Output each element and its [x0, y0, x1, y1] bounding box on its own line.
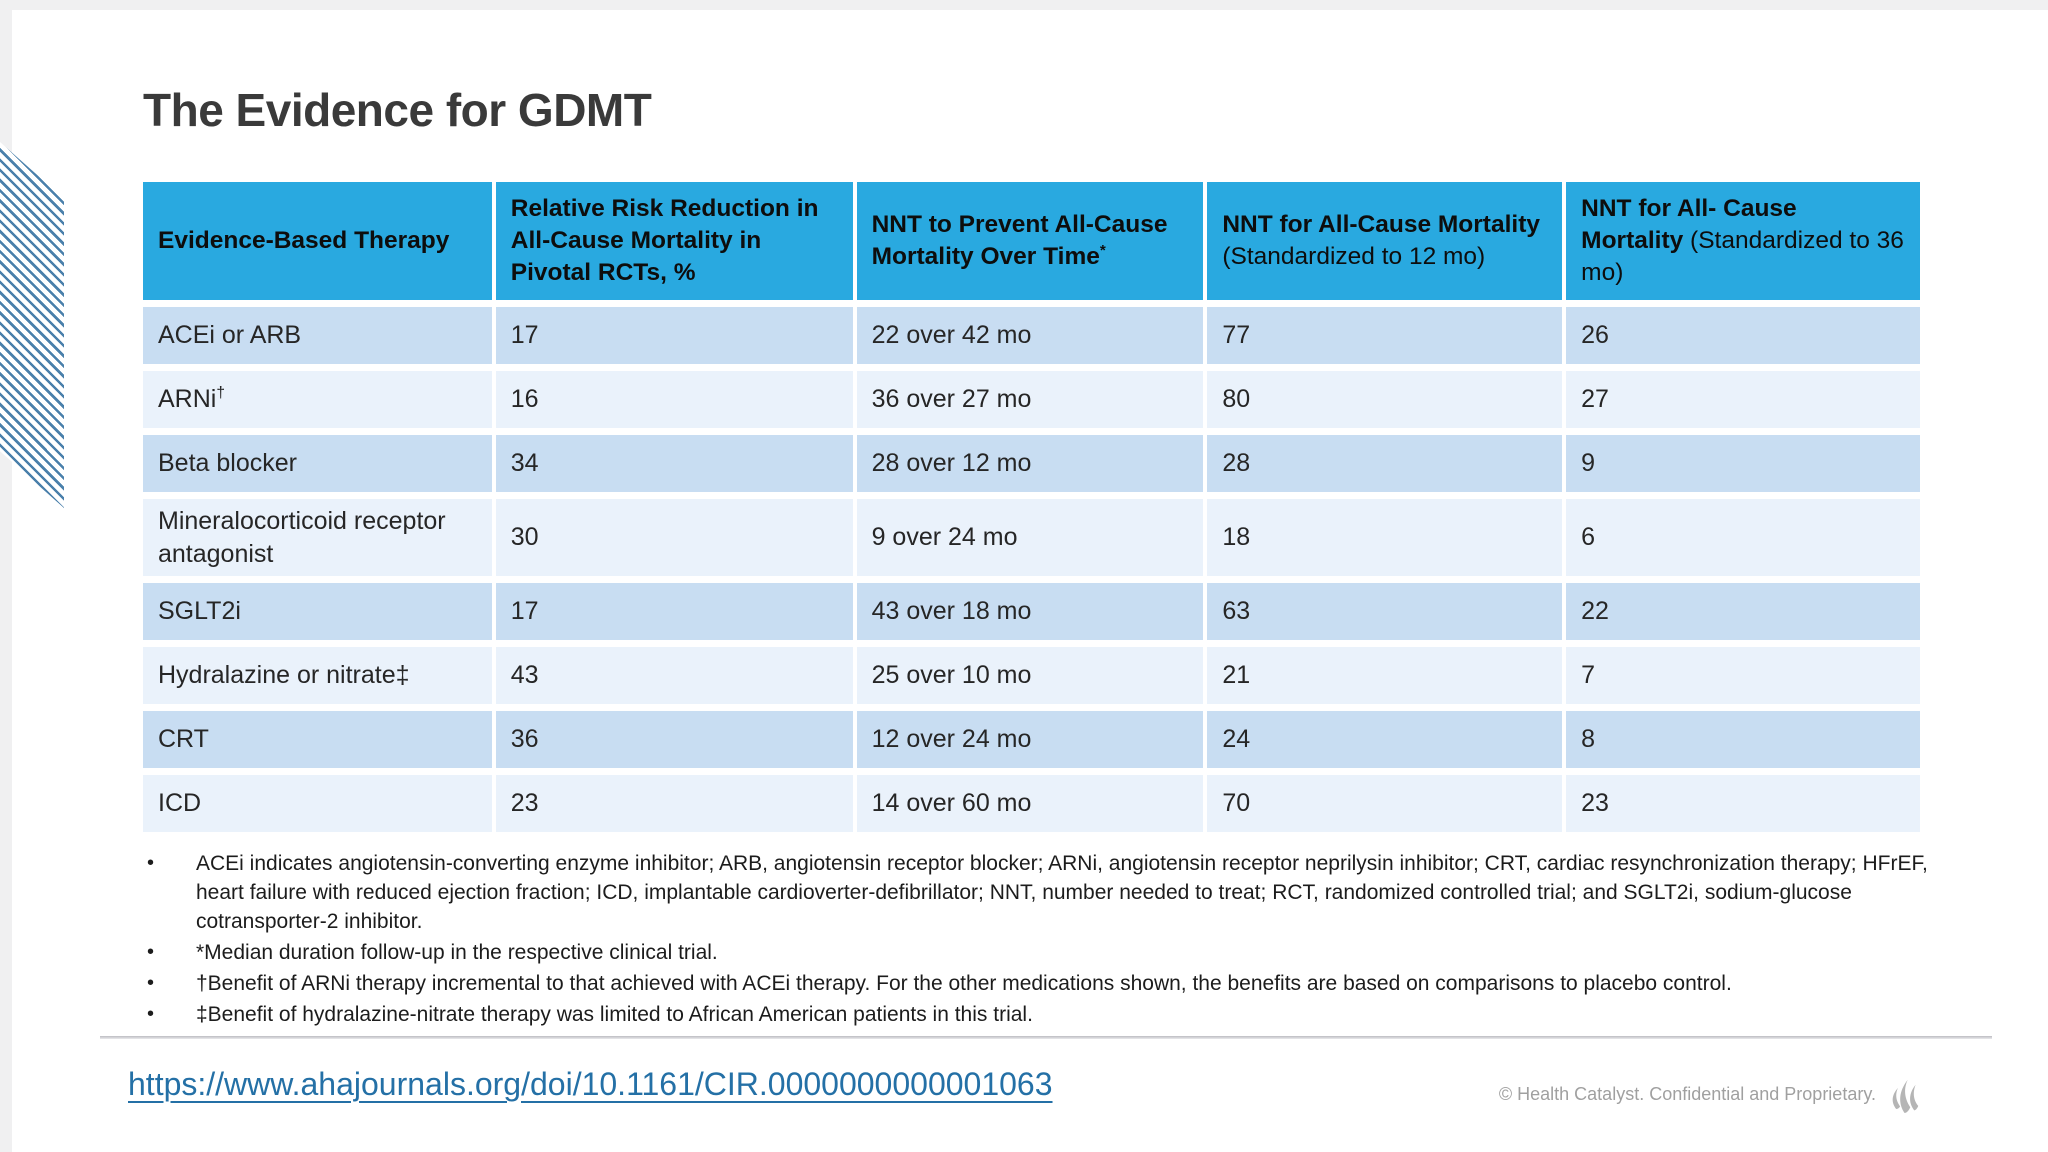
nnt-36mo-cell: 6: [1566, 499, 1920, 576]
nnt-over-time-cell: 43 over 18 mo: [856, 583, 1204, 640]
rrr-cell: 30: [495, 499, 853, 576]
nnt-over-time-cell: 9 over 24 mo: [856, 499, 1204, 576]
therapy-cell: Mineralocorticoid receptor antagonist: [143, 499, 492, 576]
footnote-median-duration: *Median duration follow-up in the respec…: [143, 939, 1943, 968]
rrr-cell: 34: [495, 435, 853, 492]
footnote-list: ACEi indicates angiotensin-converting en…: [143, 850, 1943, 1032]
col-header-rrr: Relative Risk Reduction in All-Cause Mor…: [495, 182, 853, 300]
page-edge-top: [0, 0, 2048, 10]
col-header-nnt-12mo: NNT for All-Cause Mortality (Standardize…: [1207, 182, 1563, 300]
nnt-over-time-cell: 25 over 10 mo: [856, 647, 1204, 704]
col-header-nnt-36mo: NNT for All- Cause Mortality (Standardiz…: [1566, 182, 1920, 300]
table-header-row: Evidence-Based Therapy Relative Risk Red…: [143, 182, 1920, 300]
footnote-hydralazine-benefit: ‡Benefit of hydralazine-nitrate therapy …: [143, 1001, 1943, 1030]
nnt-36mo-cell: 7: [1566, 647, 1920, 704]
nnt-12mo-cell: 77: [1207, 307, 1563, 364]
table-row-acei-arb: ACEi or ARB 17 22 over 42 mo 77 26: [143, 307, 1920, 364]
asterisk-superscript: *: [1099, 241, 1106, 259]
table-row-beta-blocker: Beta blocker 34 28 over 12 mo 28 9: [143, 435, 1920, 492]
therapy-cell: ICD: [143, 775, 492, 832]
table-row-icd: ICD 23 14 over 60 mo 70 23: [143, 775, 1920, 832]
rrr-cell: 43: [495, 647, 853, 704]
gdmt-evidence-table: Evidence-Based Therapy Relative Risk Red…: [139, 175, 1924, 839]
nnt-36mo-cell: 9: [1566, 435, 1920, 492]
rrr-cell: 16: [495, 371, 853, 428]
nnt-36mo-cell: 8: [1566, 711, 1920, 768]
table-row-mra: Mineralocorticoid receptor antagonist 30…: [143, 499, 1920, 576]
footer-branding: © Health Catalyst. Confidential and Prop…: [1499, 1072, 1920, 1116]
nnt-12mo-cell: 70: [1207, 775, 1563, 832]
nnt-over-time-cell: 12 over 24 mo: [856, 711, 1204, 768]
therapy-cell: CRT: [143, 711, 492, 768]
rrr-cell: 23: [495, 775, 853, 832]
nnt-12mo-cell: 21: [1207, 647, 1563, 704]
table-row-arni: ARNi† 16 36 over 27 mo 80 27: [143, 371, 1920, 428]
table-row-sglt2i: SGLT2i 17 43 over 18 mo 63 22: [143, 583, 1920, 640]
therapy-cell: ACEi or ARB: [143, 307, 492, 364]
col-header-nnt-over-time: NNT to Prevent All-Cause Mortality Over …: [856, 182, 1204, 300]
source-doi-link[interactable]: https://www.ahajournals.org/doi/10.1161/…: [128, 1066, 1053, 1102]
therapy-cell: ARNi†: [143, 371, 492, 428]
therapy-cell: Hydralazine or nitrate‡: [143, 647, 492, 704]
rrr-cell: 36: [495, 711, 853, 768]
col-header-therapy: Evidence-Based Therapy: [143, 182, 492, 300]
nnt-over-time-cell: 22 over 42 mo: [856, 307, 1204, 364]
nnt-36mo-cell: 22: [1566, 583, 1920, 640]
footer-divider-line: [100, 1036, 1992, 1039]
rrr-cell: 17: [495, 583, 853, 640]
nnt-over-time-cell: 14 over 60 mo: [856, 775, 1204, 832]
copyright-text: © Health Catalyst. Confidential and Prop…: [1498, 1083, 1876, 1104]
nnt-36mo-cell: 23: [1566, 775, 1920, 832]
nnt-12mo-cell: 80: [1207, 371, 1563, 428]
nnt-36mo-cell: 26: [1566, 307, 1920, 364]
page-title: The Evidence for GDMT: [143, 83, 652, 136]
nnt-36mo-cell: 27: [1566, 371, 1920, 428]
nnt-12mo-cell: 18: [1207, 499, 1563, 576]
table-row-hydralazine-nitrate: Hydralazine or nitrate‡ 43 25 over 10 mo…: [143, 647, 1920, 704]
nnt-12mo-cell: 63: [1207, 583, 1563, 640]
footnote-arni-benefit: †Benefit of ARNi therapy incremental to …: [143, 970, 1943, 999]
diagonal-stripes-decoration: [0, 142, 64, 508]
nnt-12mo-cell: 24: [1207, 711, 1563, 768]
rrr-cell: 17: [495, 307, 853, 364]
nnt-over-time-cell: 28 over 12 mo: [856, 435, 1204, 492]
therapy-cell: Beta blocker: [143, 435, 492, 492]
therapy-cell: SGLT2i: [143, 583, 492, 640]
nnt-over-time-cell: 36 over 27 mo: [856, 371, 1204, 428]
nnt-12mo-cell: 28: [1207, 435, 1563, 492]
footnote-abbreviations: ACEi indicates angiotensin-converting en…: [143, 850, 1943, 937]
health-catalyst-flame-logo-icon: [1892, 1079, 1919, 1113]
table-row-crt: CRT 36 12 over 24 mo 24 8: [143, 711, 1920, 768]
dagger-superscript: †: [216, 384, 225, 402]
